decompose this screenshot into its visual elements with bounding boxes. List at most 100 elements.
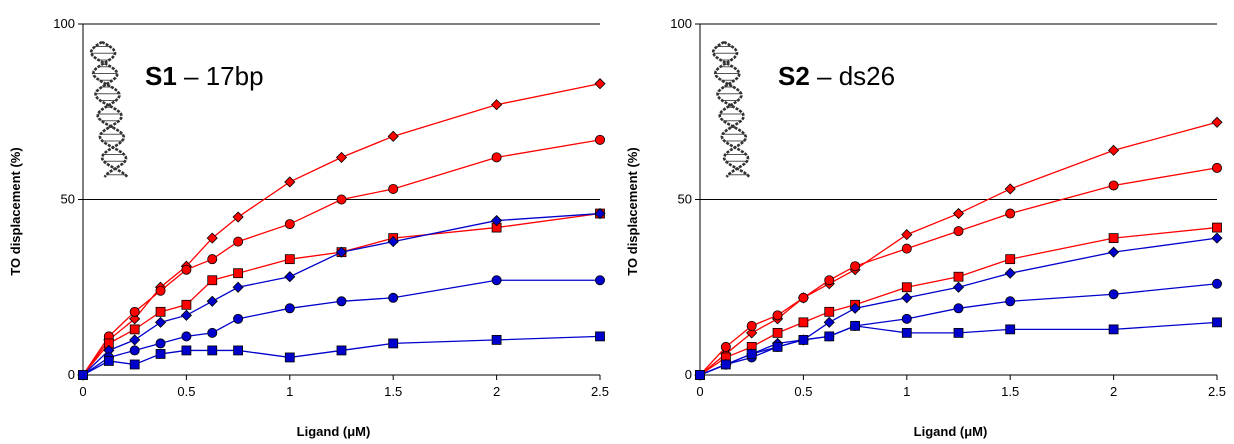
x-tick-label: 0 [696,384,703,399]
data-point [181,299,192,310]
data-point [1005,296,1016,307]
data-point [284,303,295,314]
data-point [720,341,731,352]
series-line [82,212,601,376]
x-tick-label: 2.5 [591,384,609,399]
data-point [154,316,167,328]
data-point [901,292,913,304]
data-point [1212,278,1223,289]
data-point [207,275,218,286]
panel-title-bold: S2 [778,61,810,91]
data-point [901,243,912,254]
data-point [595,275,606,286]
series-line [82,83,601,376]
x-tick-label: 2.5 [1208,384,1226,399]
data-point [155,285,166,296]
data-point [155,349,166,359]
data-point [594,207,606,220]
data-point [720,359,731,370]
data-point [491,214,503,227]
panel-title: S1 – 17bp [145,61,264,91]
chart-panel-s2: 0 50 100 0 0.5 1 1.5 2 2.5 Ligand (μM) TO displace… [625,16,1226,439]
data-point [901,282,912,293]
panel-title-rest: – 17bp [177,61,264,91]
data-point [1212,222,1222,233]
data-point [594,78,606,90]
panel-title-bold: S1 [145,61,177,91]
data-point [1004,183,1016,195]
data-point [1212,317,1222,328]
data-point [953,226,964,237]
x-tick-label: 0 [79,384,86,399]
data-point [335,246,348,258]
data-point [953,303,964,314]
series-line [699,121,1218,376]
data-point [798,292,809,303]
series-line [82,139,601,376]
data-point [849,302,861,314]
series-line [699,226,1218,376]
data-point [901,229,913,241]
data-point [746,349,757,359]
data-point [129,313,141,325]
series-red-square [695,222,1222,380]
data-point [1108,233,1119,244]
data-point [1108,180,1119,191]
y-tick-label: 100 [670,16,692,31]
data-point [952,207,965,220]
data-point [388,183,399,194]
series-line [699,167,1218,376]
data-point [232,281,244,293]
data-point [155,338,166,349]
data-point [798,317,809,328]
data-point [233,236,244,247]
x-tick-label: 0.5 [794,384,812,399]
data-point [824,306,835,317]
data-point [953,271,964,282]
data-point [952,281,965,293]
data-point [284,176,296,188]
data-point [823,316,835,328]
x-tick-label: 0.5 [177,384,195,399]
data-point [78,370,88,380]
series-red-circle [78,134,606,380]
panel-title: S2 – ds26 [778,61,895,91]
data-point [233,268,244,279]
data-point [181,264,192,275]
data-point [850,320,860,331]
dna-helix-icon [711,40,751,178]
data-point [284,219,295,230]
dna-helix-icon [89,40,129,178]
series-blue-diamond [77,207,606,381]
data-point [772,310,783,321]
data-point [595,134,606,145]
data-point [284,352,295,363]
data-point [233,345,244,356]
data-point [901,327,912,338]
data-point [746,320,757,331]
data-point [772,342,783,352]
x-tick-label: 2 [1110,384,1117,399]
series-red-diamond [77,78,606,381]
y-tick-label: 0 [68,367,75,382]
x-tick-label: 1.5 [1001,384,1019,399]
x-tick-label: 1 [286,384,293,399]
series-blue-square [78,331,605,380]
data-point [388,292,399,303]
y-tick-label: 50 [678,192,692,207]
data-point [180,309,192,321]
data-point [491,334,502,345]
y-tick-label: 100 [53,16,75,31]
y-axis-title: TO displacement (%) [625,147,640,275]
data-point [181,331,192,342]
data-point [181,345,192,356]
y-axis-title: TO displacement (%) [8,147,23,275]
data-point [335,151,348,163]
data-point [387,236,399,248]
data-point [129,324,140,335]
data-point [1211,232,1223,244]
x-tick-label: 1.5 [384,384,402,399]
y-tick-label: 0 [685,367,692,382]
data-point [388,338,399,349]
